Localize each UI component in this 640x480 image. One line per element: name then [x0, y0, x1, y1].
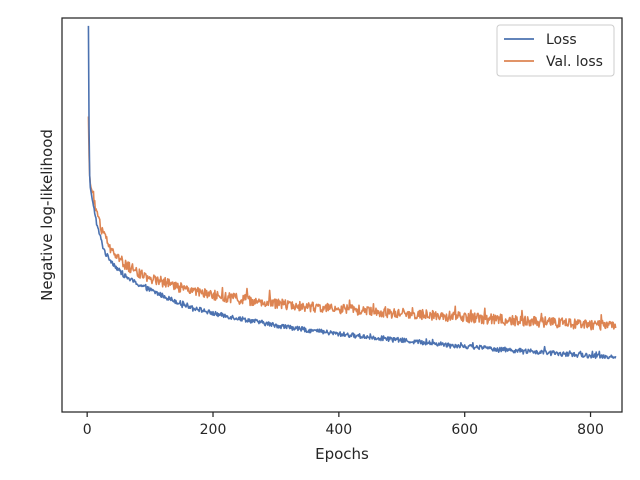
- x-tick-label: 0: [83, 422, 92, 438]
- x-tick-label: 600: [451, 422, 478, 438]
- legend-label-val-loss: Val. loss: [546, 54, 603, 70]
- series-layer: [87, 25, 617, 360]
- legend: Loss Val. loss: [496, 24, 615, 77]
- x-axis-label: Epochs: [315, 445, 369, 463]
- series-line-val-loss: [87, 116, 617, 331]
- y-axis-label: Negative log-likelihood: [38, 129, 56, 301]
- x-tick-label: 800: [577, 422, 604, 438]
- plot-frame: [61, 17, 623, 413]
- x-tick-label: 200: [200, 422, 227, 438]
- legend-box: [496, 24, 615, 77]
- x-tick-label: 400: [325, 422, 352, 438]
- legend-label-loss: Loss: [546, 32, 577, 48]
- series-line-loss: [87, 25, 617, 360]
- x-axis-ticks: 0 200 400 600 800: [83, 412, 604, 438]
